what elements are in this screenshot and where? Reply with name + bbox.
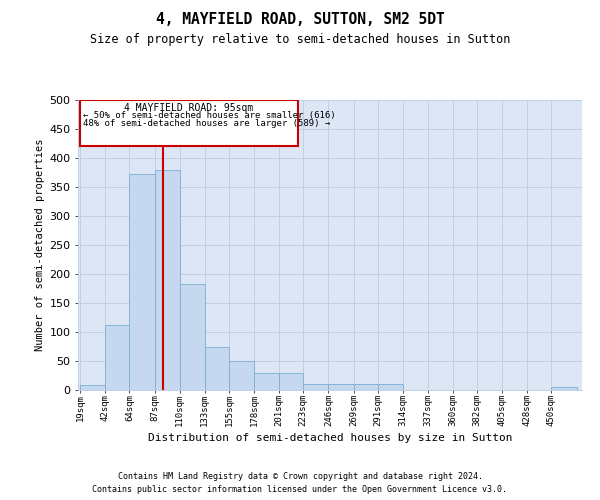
Bar [377,384,403,390]
Bar [155,170,179,390]
Bar [551,387,577,390]
Text: ← 50% of semi-detached houses are smaller (616): ← 50% of semi-detached houses are smalle… [83,111,336,120]
Bar [229,361,254,390]
Text: Contains public sector information licensed under the Open Government Licence v3: Contains public sector information licen… [92,485,508,494]
Bar [279,372,303,390]
Bar [80,386,106,390]
Bar [254,372,279,390]
Text: Size of property relative to semi-detached houses in Sutton: Size of property relative to semi-detach… [90,32,510,46]
Bar [106,325,130,390]
Y-axis label: Number of semi-detached properties: Number of semi-detached properties [35,138,45,352]
FancyBboxPatch shape [80,100,298,146]
Bar [303,384,328,390]
Bar [328,384,353,390]
X-axis label: Distribution of semi-detached houses by size in Sutton: Distribution of semi-detached houses by … [148,434,512,444]
Bar [353,384,377,390]
Bar [130,174,155,390]
Text: Contains HM Land Registry data © Crown copyright and database right 2024.: Contains HM Land Registry data © Crown c… [118,472,482,481]
Text: 4 MAYFIELD ROAD: 95sqm: 4 MAYFIELD ROAD: 95sqm [124,104,254,114]
Bar [205,346,229,390]
Text: 4, MAYFIELD ROAD, SUTTON, SM2 5DT: 4, MAYFIELD ROAD, SUTTON, SM2 5DT [155,12,445,28]
Bar [179,284,205,390]
Text: 48% of semi-detached houses are larger (589) →: 48% of semi-detached houses are larger (… [83,118,331,128]
